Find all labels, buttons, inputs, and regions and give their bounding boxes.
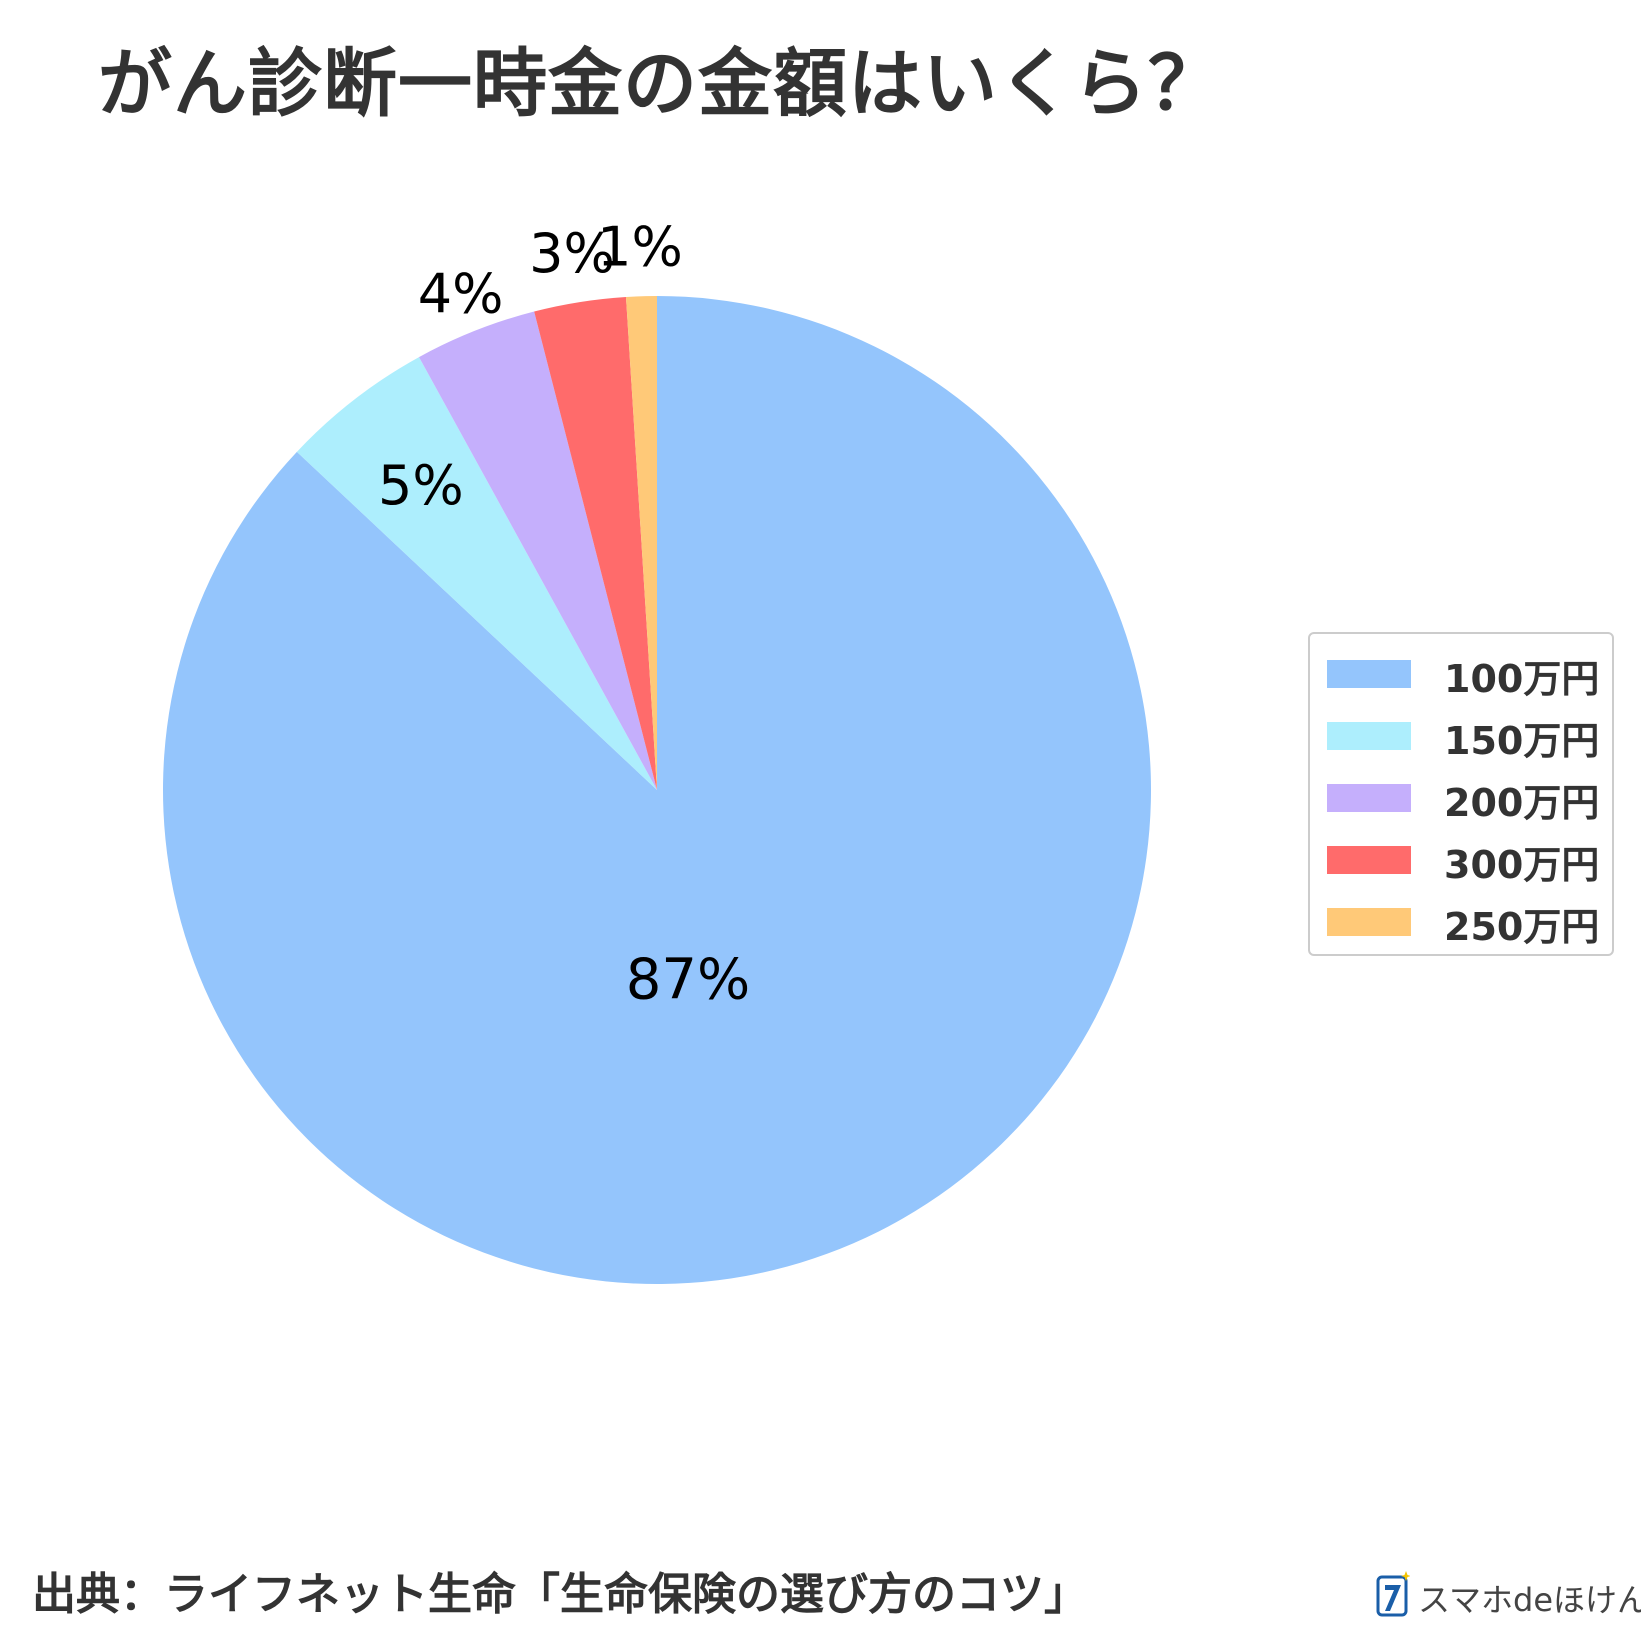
source-citation: 出典：ライフネット生命「生命保険の選び方のコツ」 <box>32 1569 1088 1620</box>
pie-slice-label: 3% <box>529 222 615 285</box>
brand-name: スマホdeほけん <box>1418 1581 1641 1619</box>
pie-slice <box>296 357 657 790</box>
pie-slice <box>419 311 657 790</box>
legend-swatch <box>1327 784 1411 812</box>
pie-labels: 87% 5% 4% 3%1% <box>378 215 750 1012</box>
chart-title: がん診断一時金の金額はいくら？ <box>98 41 1223 127</box>
legend-item-300: 300万円 <box>1310 829 1612 891</box>
legend-item-250: 250万円 <box>1310 891 1612 953</box>
pie-slice-label: 4% <box>418 262 504 325</box>
legend: 100万円 150万円 200万円 300万円 250万円 <box>1308 632 1614 956</box>
legend-label: 100万円 <box>1444 657 1600 701</box>
pie-slice-label: 1% <box>597 215 683 278</box>
pie-slice <box>625 296 657 790</box>
legend-item-100: 100万円 <box>1310 643 1612 705</box>
legend-swatch <box>1327 846 1411 874</box>
legend-item-150: 150万円 <box>1310 705 1612 767</box>
brand-logo-icon <box>1376 1571 1410 1617</box>
legend-label: 150万円 <box>1444 719 1600 763</box>
pie-slice <box>534 296 657 790</box>
pie-slices <box>162 296 1151 1284</box>
legend-label: 300万円 <box>1444 843 1600 887</box>
legend-swatch <box>1327 722 1411 750</box>
legend-label: 200万円 <box>1444 781 1600 825</box>
legend-label: 250万円 <box>1444 905 1600 949</box>
legend-swatch <box>1327 908 1411 936</box>
legend-item-200: 200万円 <box>1310 767 1612 829</box>
legend-swatch <box>1327 660 1411 688</box>
pie-slice-label: 87% <box>626 948 750 1013</box>
pie-slice-label: 5% <box>378 454 464 517</box>
